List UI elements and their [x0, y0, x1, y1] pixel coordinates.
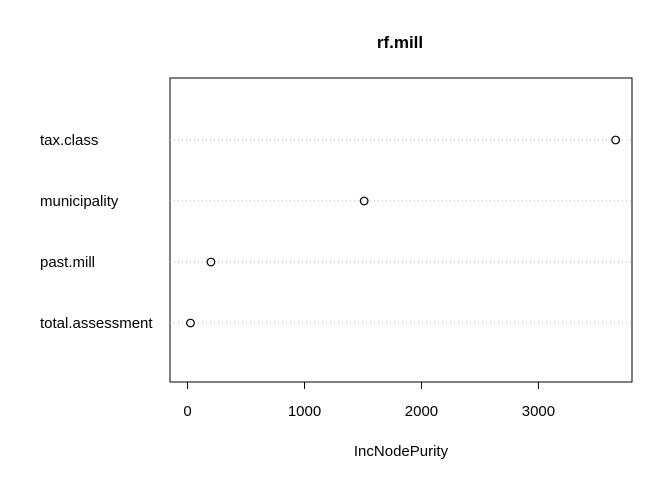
- data-point: [206, 257, 216, 267]
- data-point: [611, 135, 621, 145]
- x-tick-label: 1000: [288, 403, 321, 420]
- category-label: past.mill: [40, 254, 95, 271]
- data-point: [359, 196, 369, 206]
- x-tick-label: 0: [183, 403, 191, 420]
- x-axis-label: IncNodePurity: [354, 443, 449, 460]
- chart-title: rf.mill: [377, 33, 423, 52]
- x-tick-label: 3000: [522, 403, 555, 420]
- category-label: total.assessment: [40, 315, 153, 332]
- data-point: [186, 318, 195, 328]
- plot-frame: [169, 77, 633, 383]
- category-label: tax.class: [40, 132, 98, 149]
- category-label: municipality: [40, 193, 119, 210]
- x-tick-label: 2000: [405, 403, 438, 420]
